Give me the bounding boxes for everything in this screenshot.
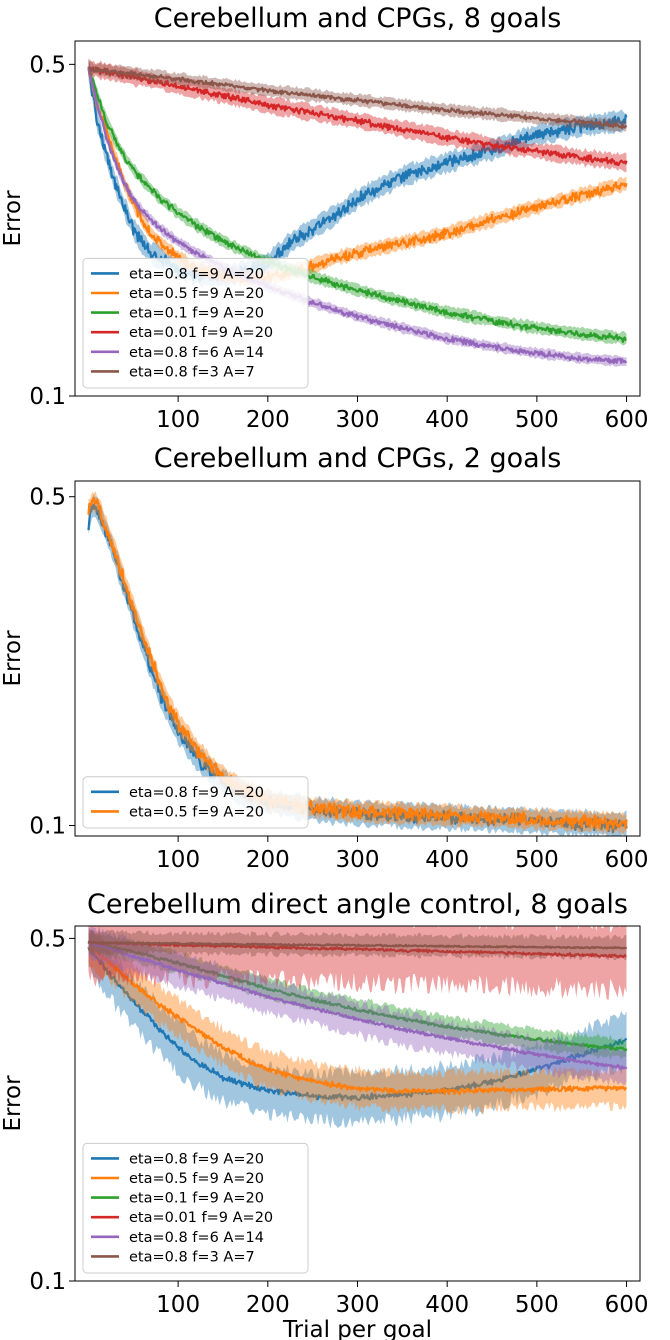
series-line [87,940,628,950]
x-tick-label: 300 [336,407,380,433]
y-tick-label: 0.1 [29,1269,66,1295]
legend-entry: eta=0.8 f=3 A=7 [129,1249,255,1265]
x-tick-label: 200 [246,1292,290,1318]
series-line [87,497,628,831]
plot-area [87,926,628,1129]
legend: eta=0.8 f=9 A=20 eta=0.5 f=9 A=20 eta=0.1 … [82,257,309,389]
legend-entry: eta=0.5 f=9 A=20 [129,1171,264,1187]
series-band [88,929,627,1115]
series-line [87,68,627,343]
y-axis-label: Error [0,190,26,247]
series-line [87,946,628,1096]
legend-entry: eta=0.01 f=9 A=20 [129,1210,273,1226]
x-tick-label: 600 [605,1292,649,1318]
series-line [87,940,627,959]
y-tick-label: 0.1 [29,384,66,410]
legend: eta=0.8 f=9 A=20 eta=0.5 f=9 A=20 [82,776,309,829]
series-line [87,940,628,1052]
x-tick-label: 600 [605,847,649,873]
chart-title: Cerebellum direct angle control, 8 goals [87,889,628,920]
x-tick-label: 100 [156,847,200,873]
series-band [88,61,627,346]
y-tick-label: 0.5 [29,485,66,511]
legend-box [82,257,309,389]
series-line [87,941,628,1070]
legend: eta=0.8 f=9 A=20 eta=0.5 f=9 A=20 eta=0.1 … [82,1142,309,1274]
legend-box [82,1142,309,1274]
legend-entry: eta=0.8 f=6 A=14 [129,1230,264,1246]
x-tick-label: 400 [425,1292,469,1318]
legend-entry: eta=0.5 f=9 A=20 [129,804,264,820]
x-tick-label: 500 [515,407,559,433]
x-axis-label: Trial per goal [282,1317,432,1340]
chart-panel-3: Cerebellum direct angle control, 8 goals… [0,889,649,1340]
x-tick-label: 600 [605,407,649,433]
plot-area [87,491,628,836]
legend-entry: eta=0.8 f=9 A=20 [129,1151,264,1167]
x-tick-label: 500 [515,1292,559,1318]
chart-panel-2: Cerebellum and CPGs, 2 goals 100 200 300 400… [0,443,649,873]
legend-entry: eta=0.8 f=9 A=20 [129,785,264,801]
chart-title: Cerebellum and CPGs, 2 goals [154,443,562,474]
series-line [87,66,628,130]
legend-entry: eta=0.5 f=9 A=20 [129,286,264,302]
y-axis-label: Error [0,630,26,687]
plot-area [87,57,628,367]
x-tick-label: 200 [246,847,290,873]
legend-entry: eta=0.8 f=6 A=14 [129,345,264,361]
x-tick-label: 500 [515,847,559,873]
x-tick-label: 400 [425,407,469,433]
legend-entry: eta=0.1 f=9 A=20 [129,306,264,322]
x-tick-label: 300 [336,847,380,873]
y-tick-label: 0.1 [29,814,66,840]
chart-panel-1: Cerebellum and CPGs, 8 goals 100 200 300 400… [0,3,649,433]
y-tick-label: 0.5 [29,52,66,78]
series-band [88,930,627,1061]
series-line [88,66,628,166]
x-tick-label: 100 [156,407,200,433]
series-line [87,67,628,365]
series-line [87,946,628,1101]
legend-box [82,776,309,829]
legend-entry: eta=0.8 f=3 A=7 [129,364,255,380]
legend-entry: eta=0.1 f=9 A=20 [129,1191,264,1207]
legend-entry: eta=0.01 f=9 A=20 [129,325,273,341]
chart-title: Cerebellum and CPGs, 8 goals [154,3,562,34]
x-tick-label: 400 [425,847,469,873]
x-tick-label: 100 [156,1292,200,1318]
y-axis-label: Error [0,1075,26,1132]
y-tick-label: 0.5 [29,926,66,952]
legend-entry: eta=0.8 f=9 A=20 [129,266,264,282]
x-tick-label: 200 [246,407,290,433]
x-tick-label: 300 [336,1292,380,1318]
